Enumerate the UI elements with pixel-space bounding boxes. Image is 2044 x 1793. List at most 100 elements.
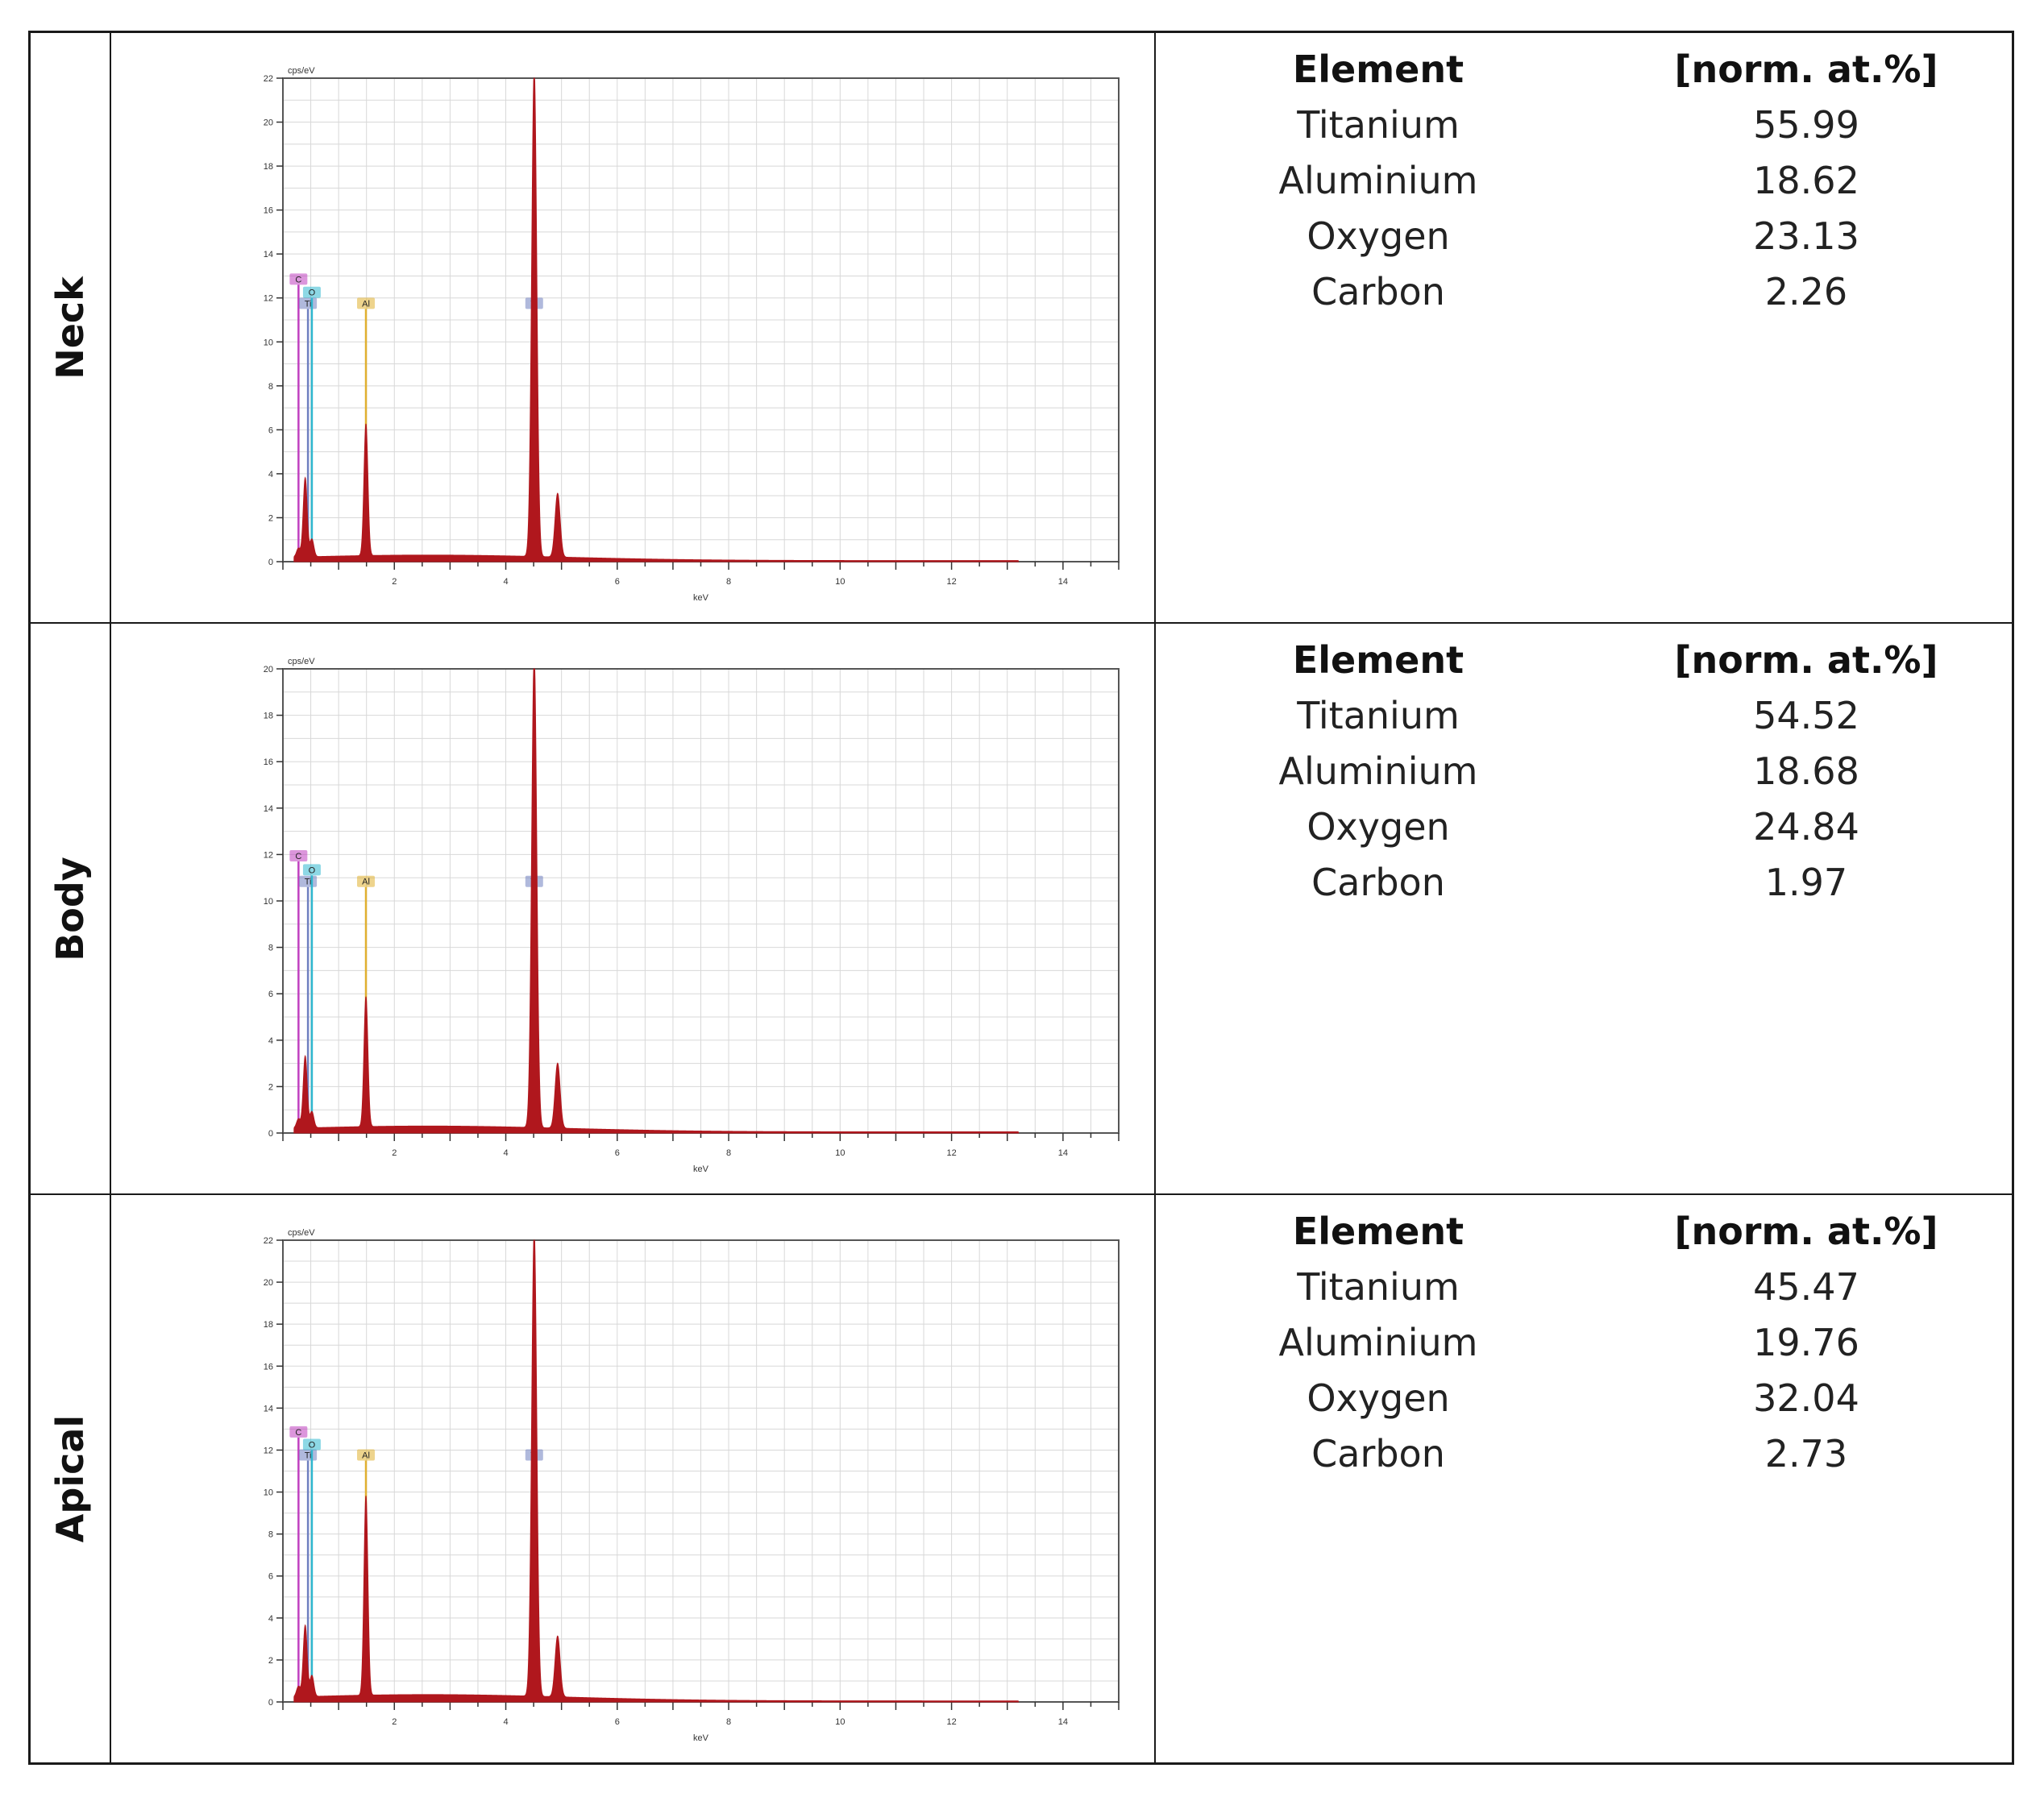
spectrum-area [293,77,1020,562]
composition-table-body: Element [norm. at.%] Titanium 54.52 Alumi… [1156,624,2012,1195]
y-tick-label: 14 [264,804,273,814]
header-element: Element [1292,1209,1464,1253]
spectrum-area [293,668,1020,1134]
x-tick-label: 4 [503,577,508,587]
marker-label-o: O [309,288,316,298]
marker-label-ti: Ti [305,1451,312,1460]
row-label-cell: Neck [31,33,111,624]
y-tick-label: 4 [268,1614,273,1624]
marker-label-ti: Ti [305,299,312,309]
element-value: 55.99 [1753,102,1859,147]
table-row: Aluminium 19.76 [1156,1314,2012,1370]
y-tick-label: 0 [268,558,273,567]
header-element: Element [1292,47,1464,91]
composition-table-apical: Element [norm. at.%] Titanium 45.47 Alumi… [1156,1195,2012,1762]
marker-badge-al [357,297,376,309]
y-tick-label: 10 [264,338,273,347]
x-tick-label: 14 [1058,577,1068,587]
x-tick-label: 8 [726,1717,731,1727]
x-axis-label: keV [693,1733,709,1743]
marker-badge-al [357,1449,376,1461]
marker-label-c: C [295,275,301,284]
x-tick-label: 4 [503,1148,508,1158]
y-tick-label: 12 [264,1446,273,1455]
y-tick-label: 12 [264,294,273,304]
x-axis-label: keV [693,1164,709,1174]
x-tick-label: 10 [835,577,845,587]
y-tick-label: 14 [264,250,273,259]
header-element: Element [1292,637,1464,682]
y-tick-label: 20 [264,665,273,674]
spectrum-chart-apical: 0 2 4 6 8 10 12 14 16 18 20 22 2 4 6 8 10 12 14 cps/eV keV C T… [111,1195,1156,1762]
element-value: 2.73 [1764,1431,1848,1475]
y-tick-label: 4 [268,470,273,479]
row-label-cell: Apical [31,1195,111,1762]
spectrum-chart-neck: 0 2 4 6 8 10 12 14 16 18 20 22 2 4 6 8 10 12 14 cps/eV keV C T… [111,33,1156,624]
y-tick-label: 16 [264,1362,273,1372]
x-tick-label: 10 [835,1148,845,1158]
marker-badge-c [289,850,308,862]
marker-badge-c [289,273,308,285]
element-name: Carbon [1311,860,1445,904]
results-grid: Neck 0 2 4 6 8 10 12 14 16 18 20 22 2 4 6 8 10 12 14 cps/eV… [28,31,2014,1765]
y-tick-label: 8 [268,944,273,953]
marker-badge-o [302,864,321,876]
y-tick-label: 0 [268,1698,273,1708]
element-name: Oxygen [1307,804,1450,849]
table-row: Titanium 54.52 [1156,687,2012,743]
y-tick-label: 20 [264,118,273,128]
x-tick-label: 4 [503,1717,508,1727]
table-header-row: Element [norm. at.%] [1156,632,2012,687]
x-tick-label: 12 [946,1148,956,1158]
row-label-apical: Apical [48,1414,92,1543]
header-value: [norm. at.%] [1674,637,1938,682]
y-tick-label: 4 [268,1036,273,1046]
marker-label-c: C [295,852,301,861]
x-tick-label: 2 [392,577,397,587]
x-tick-label: 2 [392,1148,397,1158]
row-label-body: Body [48,856,92,961]
y-tick-label: 6 [268,1572,273,1582]
spectrum-chart-body: 0 2 4 6 8 10 12 14 16 18 20 2 4 6 8 10 12 14 cps/eV keV C Ti O… [111,624,1156,1195]
marker-label-al: Al [362,878,370,887]
marker-label-al: Al [362,299,370,309]
y-tick-label: 6 [268,990,273,999]
y-tick-label: 20 [264,1278,273,1288]
table-row: Oxygen 32.04 [1156,1370,2012,1426]
element-value: 54.52 [1753,693,1859,737]
y-tick-label: 10 [264,897,273,907]
row-label-cell: Body [31,624,111,1195]
table-row: Carbon 2.73 [1156,1426,2012,1481]
x-tick-label: 8 [726,577,731,587]
row-label-neck: Neck [48,276,92,380]
x-tick-label: 6 [615,1148,620,1158]
y-tick-label: 0 [268,1129,273,1139]
element-value: 45.47 [1753,1264,1859,1309]
element-name: Aluminium [1278,749,1478,793]
x-tick-label: 14 [1058,1717,1068,1727]
element-name: Carbon [1311,1431,1445,1475]
element-name: Aluminium [1278,158,1478,202]
composition-table-neck: Element [norm. at.%] Titanium 55.99 Alumi… [1156,33,2012,624]
x-tick-label: 6 [615,577,620,587]
table-header-row: Element [norm. at.%] [1156,41,2012,97]
spectrum-svg-body: 0 2 4 6 8 10 12 14 16 18 20 2 4 6 8 10 12 14 cps/eV keV C Ti O… [264,657,1120,1174]
y-tick-label: 22 [264,74,273,84]
element-value: 18.68 [1753,749,1859,793]
table-header-row: Element [norm. at.%] [1156,1203,2012,1259]
marker-label-c: C [295,1428,301,1438]
element-value: 2.26 [1764,269,1848,313]
marker-label-o: O [309,1440,316,1450]
marker-label-o: O [309,865,316,875]
x-tick-label: 2 [392,1717,397,1727]
y-tick-label: 12 [264,850,273,860]
element-value: 18.62 [1753,158,1859,202]
element-name: Titanium [1297,1264,1460,1309]
y-tick-label: 18 [264,712,273,721]
element-value: 24.84 [1753,804,1859,849]
x-tick-label: 12 [946,1717,956,1727]
table-row: Aluminium 18.62 [1156,152,2012,208]
header-value: [norm. at.%] [1674,47,1938,91]
